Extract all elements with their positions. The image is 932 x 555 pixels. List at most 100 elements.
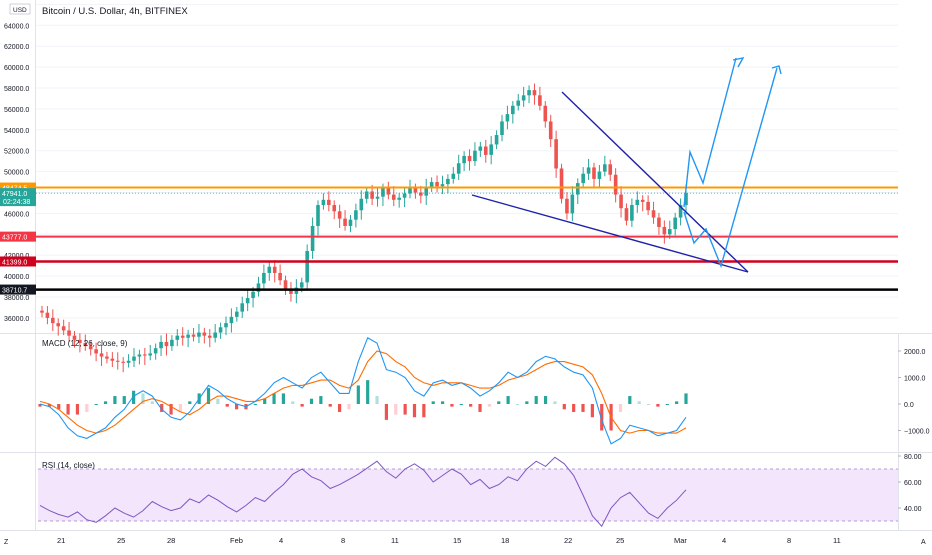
candle-body (316, 205, 320, 226)
candle-body (310, 225, 315, 252)
candle-body (613, 174, 618, 195)
candle-body (624, 208, 629, 221)
candle-body (262, 272, 266, 284)
rsi-band (38, 469, 898, 521)
projection-arrow-icon (771, 65, 782, 75)
candle-body (94, 349, 98, 354)
candle-body (240, 303, 245, 312)
projection-path[interactable] (683, 67, 778, 269)
macd-histogram-bar (506, 396, 510, 404)
macd-histogram-bar (188, 401, 192, 404)
macd-histogram-bar (47, 404, 51, 407)
candle-body (327, 199, 331, 206)
candle-body (597, 171, 602, 179)
wedge-upper-line[interactable] (561, 91, 749, 273)
macd-histogram-bar (478, 404, 482, 412)
countdown-label: 02:24:38 (3, 199, 30, 206)
macd-histogram-bar (150, 401, 154, 404)
price-tick-label: 40000.0 (4, 274, 29, 281)
candle-body (218, 327, 223, 333)
currency-label: USD (13, 7, 27, 14)
macd-histogram-bar (169, 404, 173, 415)
candle-body (256, 283, 261, 292)
candle-body (505, 114, 510, 122)
macd-histogram-bar (235, 404, 239, 410)
macd-histogram-bar (122, 396, 126, 404)
candle-body (229, 316, 234, 324)
macd-histogram-bar (543, 396, 548, 404)
candle-body (494, 135, 499, 145)
candle-body (267, 266, 272, 273)
wedge-lower-line[interactable] (471, 194, 749, 273)
candle-body (516, 100, 521, 106)
candle-body (619, 194, 623, 209)
candle-body (419, 192, 423, 196)
projection-arrow-icon (732, 57, 745, 68)
rsi-tick-label: 80.00 (904, 454, 922, 461)
candle-body (126, 360, 131, 363)
candle-body (673, 217, 677, 230)
auto-scale-button-label: A (921, 539, 926, 546)
macd-histogram-bar (57, 404, 61, 410)
candle-body (348, 219, 353, 226)
auto-scale-button[interactable] (918, 534, 930, 548)
time-tick-label: 28 (167, 536, 175, 545)
macd-histogram-bar (562, 404, 566, 410)
time-tick-label: 11 (833, 536, 841, 545)
candle-body (202, 332, 207, 336)
price-tick-label: 46000.0 (4, 211, 29, 218)
candle-body (521, 95, 526, 101)
candle-body (88, 346, 93, 350)
time-tick-label: 4 (279, 536, 283, 545)
candle-body (592, 167, 596, 179)
time-tick-label: 15 (453, 536, 461, 545)
candle-body (99, 353, 104, 357)
price-level-tag-label: 47941.0 (2, 191, 27, 198)
time-tick-label: Mar (674, 536, 687, 545)
candle-body (473, 150, 477, 162)
rsi-tick-label: 40.00 (904, 506, 922, 513)
candle-body (51, 317, 55, 324)
rsi-title: RSI (14, close) (42, 461, 95, 470)
candle-body (402, 193, 407, 198)
candle-body (224, 323, 228, 328)
candle-body (483, 146, 488, 155)
candle-body (170, 339, 174, 347)
macd-signal-line (39, 350, 687, 434)
candle-body (72, 335, 77, 340)
candle-body (245, 298, 250, 304)
zoom-button[interactable] (1, 534, 13, 548)
macd-histogram-bar (319, 396, 323, 404)
candle-body (565, 198, 569, 214)
macd-histogram-bar (656, 404, 660, 407)
macd-histogram-bar (572, 404, 576, 412)
candle-body (213, 332, 217, 338)
macd-histogram-bar (300, 404, 304, 407)
macd-histogram-bar (291, 401, 295, 404)
candle-body (191, 334, 196, 337)
macd-histogram-bar (675, 401, 679, 404)
candle-body (684, 193, 688, 206)
candle-body (500, 121, 504, 136)
candle-body (489, 144, 493, 155)
candle-body (61, 326, 66, 331)
projection-path[interactable] (683, 57, 737, 208)
candle-body (391, 194, 396, 200)
price-level-tag (0, 231, 36, 242)
candle-body (408, 188, 412, 194)
candle-body (478, 146, 483, 151)
candle-body (78, 339, 82, 343)
time-tick-label: 25 (616, 536, 624, 545)
candle-body (207, 335, 212, 338)
candle-body (289, 288, 293, 294)
candle-body (429, 182, 434, 188)
candle-body (83, 342, 88, 347)
time-tick-label: 8 (341, 536, 345, 545)
time-tick-label: 18 (501, 536, 509, 545)
candle-body (370, 191, 374, 199)
candle-body (359, 198, 364, 211)
candle-body (678, 205, 683, 218)
